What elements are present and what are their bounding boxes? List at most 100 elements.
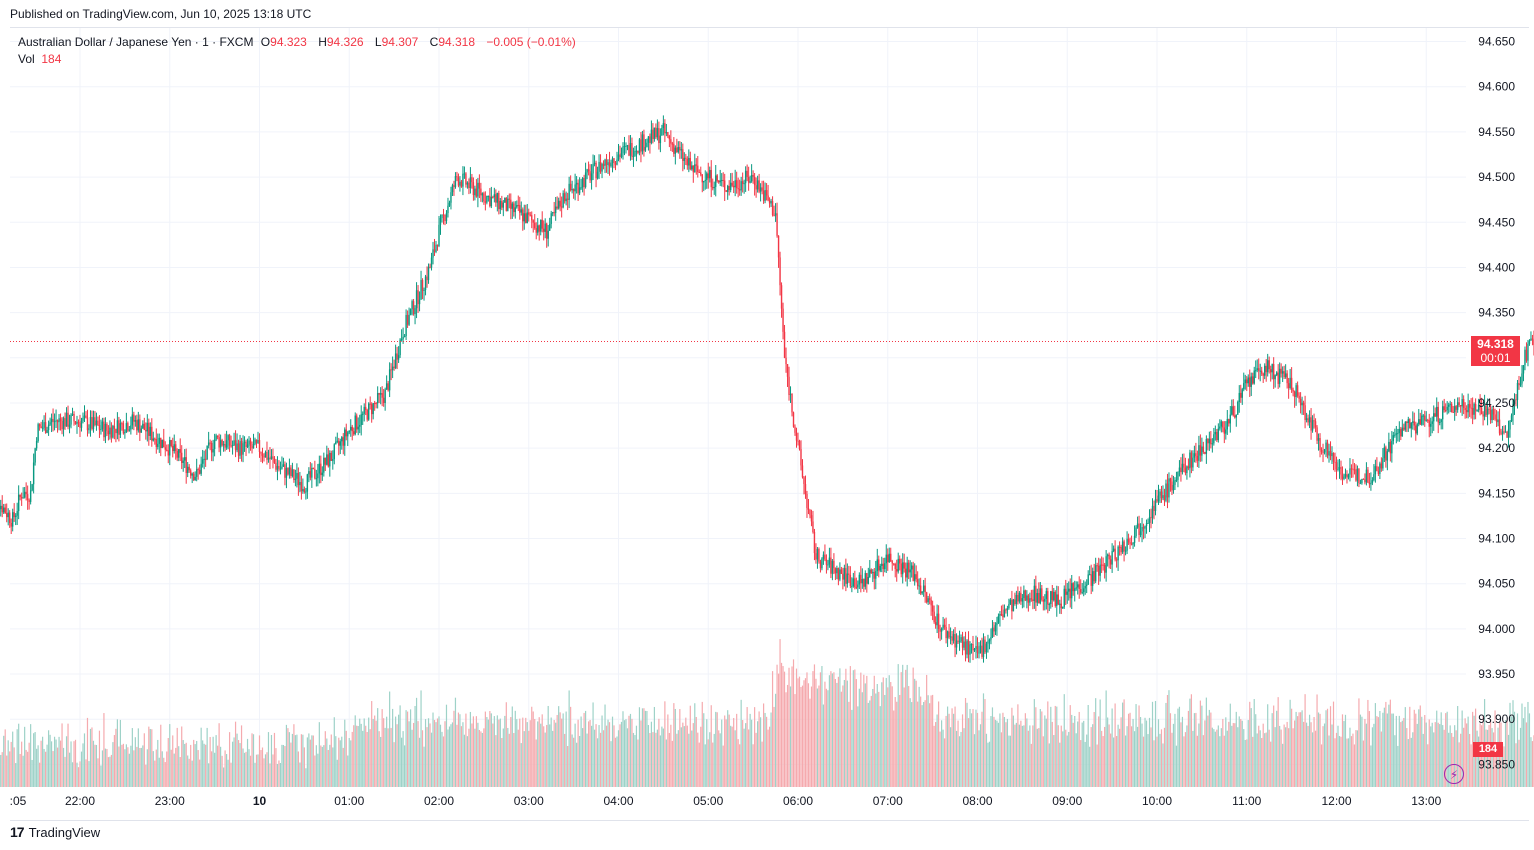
- volume-bar: [677, 730, 679, 787]
- volume-bar: [896, 701, 898, 787]
- candle-body: [807, 508, 810, 510]
- volume-bar: [39, 762, 41, 787]
- candle-body: [234, 440, 237, 451]
- volume-bar: [178, 746, 180, 787]
- candle-body: [92, 417, 95, 430]
- volume-bar: [312, 735, 314, 787]
- volume-bar: [1, 752, 3, 787]
- candle-body: [1430, 423, 1432, 427]
- candle-body: [1455, 406, 1457, 410]
- candle-body: [293, 469, 295, 481]
- candle-body: [1187, 466, 1190, 469]
- candle-body: [1026, 595, 1028, 601]
- candle-body: [65, 412, 68, 427]
- volume-bar: [200, 727, 202, 787]
- candle-body: [634, 150, 636, 156]
- volume-bar: [363, 718, 365, 787]
- candle-body: [1313, 420, 1315, 422]
- legend-high-label: H: [318, 35, 327, 49]
- volume-bar: [765, 716, 768, 787]
- candle-body: [1222, 421, 1224, 428]
- volume-bar: [981, 711, 983, 787]
- time-tick-label: 03:00: [514, 794, 544, 808]
- time-tick-label: 23:00: [155, 794, 185, 808]
- candle-body: [617, 154, 620, 160]
- candle-body: [88, 428, 90, 431]
- volume-bar: [620, 721, 623, 787]
- candle-body: [653, 127, 656, 139]
- volume-bar: [1141, 723, 1143, 787]
- volume-bar: [53, 736, 56, 787]
- legend-symbol[interactable]: Australian Dollar / Japanese Yen · 1 · F…: [18, 35, 254, 49]
- candle-body: [1011, 599, 1013, 612]
- brand-name: TradingView: [28, 824, 101, 840]
- volume-bar: [133, 750, 135, 787]
- volume-bar: [1463, 727, 1465, 787]
- volume-bar: [1077, 721, 1079, 787]
- candle-body: [659, 135, 662, 144]
- volume-bar: [127, 747, 129, 787]
- volume-bar: [758, 711, 760, 787]
- candle-body: [243, 441, 246, 444]
- lightning-icon[interactable]: ⚡: [1444, 764, 1464, 784]
- volume-bar: [680, 727, 682, 787]
- candle-body: [1340, 467, 1342, 475]
- candle-body: [1223, 427, 1226, 434]
- candle-body: [236, 443, 238, 451]
- volume-bar: [791, 666, 793, 787]
- volume-bar: [1443, 729, 1445, 787]
- candle-body: [442, 214, 445, 216]
- candle-body: [167, 450, 169, 456]
- volume-bar: [1093, 712, 1095, 787]
- volume-bar: [830, 671, 832, 787]
- volume-bar: [324, 731, 326, 787]
- candle-body: [257, 440, 259, 443]
- volume-bar: [1116, 736, 1118, 787]
- volume-bar: [1338, 735, 1341, 787]
- candle-body: [388, 369, 391, 391]
- candle-body: [248, 440, 250, 445]
- volume-bar: [1243, 729, 1245, 787]
- volume-bar: [460, 726, 463, 787]
- candle-body: [266, 452, 268, 460]
- candle-body: [1424, 415, 1426, 421]
- volume-bar: [943, 738, 946, 787]
- candle-body: [1252, 376, 1254, 384]
- time-tick-label: 06:00: [783, 794, 813, 808]
- candle-body: [1258, 368, 1260, 371]
- volume-bar: [122, 743, 124, 787]
- candle-body: [1465, 410, 1468, 413]
- volume-bar: [731, 726, 733, 787]
- volume-bar: [1105, 690, 1107, 787]
- volume-bar: [997, 722, 1000, 787]
- candle-body: [287, 467, 289, 475]
- candle-body: [1444, 410, 1447, 412]
- candle-body: [628, 145, 630, 156]
- candle-body: [1352, 468, 1354, 470]
- time-axis: :05 22:00 23:00 10 01:00 02:00 03:00 04:00 05:00…: [10, 794, 1442, 808]
- volume-bar: [613, 725, 615, 787]
- volume-bar: [946, 706, 949, 787]
- volume-bar: [932, 694, 934, 787]
- footer-brand[interactable]: 17 TradingView: [10, 824, 100, 840]
- volume-bar: [1092, 724, 1094, 787]
- candle-body: [1083, 588, 1085, 593]
- candle-body: [3, 507, 5, 513]
- volume-bar: [1189, 698, 1191, 787]
- candle-body: [647, 136, 650, 143]
- volume-legend-label[interactable]: Vol: [18, 52, 35, 66]
- volume-bar: [211, 751, 213, 787]
- volume-bar: [1196, 735, 1198, 787]
- candle-body: [1249, 377, 1251, 387]
- volume-bar: [390, 727, 392, 787]
- candle-body: [152, 438, 154, 441]
- candle-body: [1331, 453, 1333, 457]
- candle-body: [813, 531, 816, 554]
- candle-body: [258, 440, 261, 452]
- volume-bar: [1199, 700, 1201, 787]
- volume-bar: [779, 639, 781, 787]
- candle-body: [83, 415, 86, 418]
- candle-body: [1081, 592, 1083, 594]
- candle-body: [487, 195, 490, 197]
